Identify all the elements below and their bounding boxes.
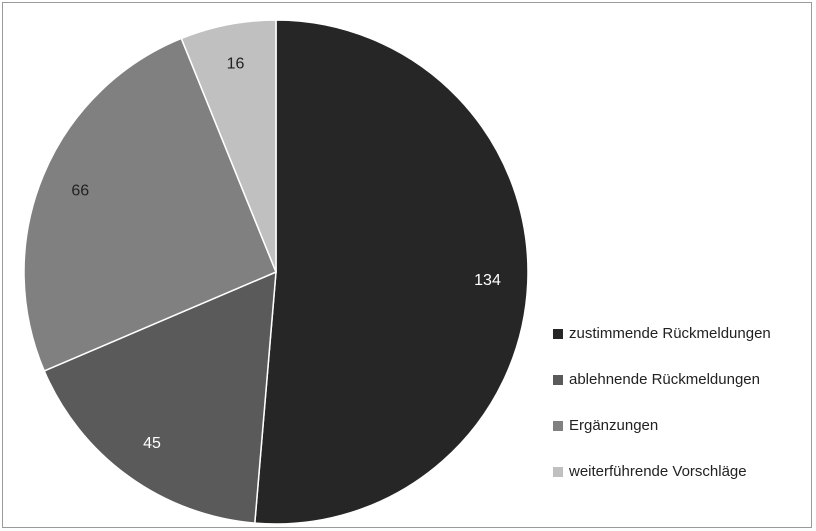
legend-item-ergaenzungen: Ergänzungen — [553, 418, 771, 434]
slice-zustimmende — [253, 19, 529, 525]
legend-item-ablehnende: ablehnende Rückmeldungen — [553, 372, 771, 388]
slice-vorschlaege — [180, 19, 277, 273]
slice-ablehnende — [43, 270, 277, 524]
pie-slices — [23, 19, 529, 525]
legend-swatch — [553, 421, 563, 431]
data-label: 16 — [227, 55, 245, 72]
data-label: 134 — [474, 272, 501, 289]
legend-label: zustimmende Rückmeldungen — [569, 325, 771, 342]
legend-swatch — [553, 467, 563, 477]
data-label: 66 — [71, 183, 89, 200]
legend-swatch — [553, 329, 563, 339]
pie-data-labels: 134 45 66 16 — [71, 55, 501, 451]
legend-item-vorschlaege: weiterführende Vorschläge — [553, 464, 771, 480]
legend-item-zustimmende: zustimmende Rückmeldungen — [553, 326, 771, 342]
data-label: 45 — [143, 435, 161, 452]
legend-label: weiterführende Vorschläge — [569, 463, 747, 480]
legend-label: ablehnende Rückmeldungen — [569, 371, 760, 388]
legend-swatch — [553, 375, 563, 385]
legend-label: Ergänzungen — [569, 417, 659, 434]
chart-legend: zustimmende Rückmeldungen ablehnende Rüc… — [553, 326, 771, 510]
slice-ergaenzungen — [23, 37, 277, 372]
